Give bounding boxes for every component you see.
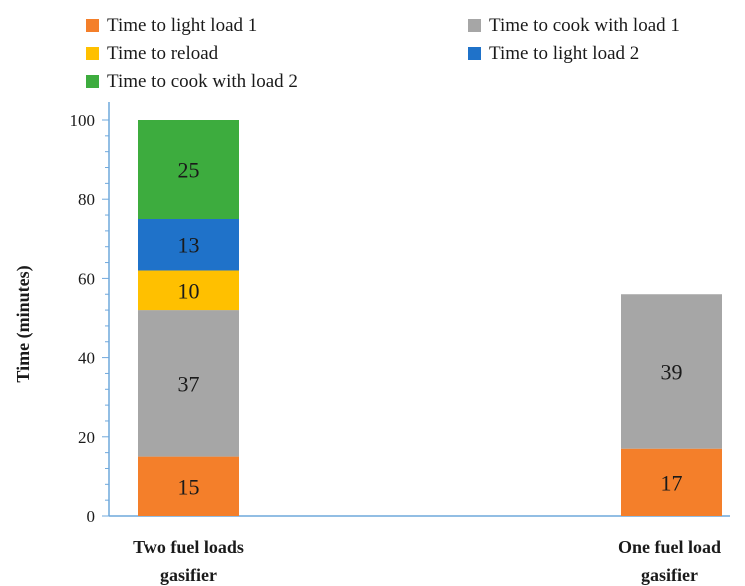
legend-label: Time to light load 1 xyxy=(107,15,257,36)
legend-item: Time to cook with load 1 xyxy=(468,15,680,36)
legend-item: Time to cook with load 2 xyxy=(86,71,298,92)
legend-swatch xyxy=(468,47,481,60)
bar-segment xyxy=(621,448,722,516)
x-axis-categories: Two fuel loads gasifier One fuel load gasif… xyxy=(133,537,721,585)
legend-label: Time to reload xyxy=(107,43,219,64)
legend: Time to light load 1 Time to cook with lo… xyxy=(86,15,680,92)
legend-item: Time to light load 1 xyxy=(86,15,257,36)
legend-label: Time to light load 2 xyxy=(489,43,639,64)
y-tick-label: 80 xyxy=(78,190,95,209)
legend-label: Time to cook with load 2 xyxy=(107,71,298,92)
legend-swatch xyxy=(86,19,99,32)
legend-item: Time to reload xyxy=(86,43,219,64)
legend-swatch xyxy=(468,19,481,32)
data-label: 37 xyxy=(178,371,200,396)
bar-segment xyxy=(138,310,239,457)
bars xyxy=(138,120,722,516)
data-labels: 15 37 10 13 25 17 39 xyxy=(178,158,683,500)
x-category-label: Two fuel loads gasifier xyxy=(133,537,244,585)
data-label: 25 xyxy=(178,158,200,183)
data-label: 17 xyxy=(661,470,683,495)
y-tick-label: 40 xyxy=(78,349,95,368)
data-label: 15 xyxy=(178,474,200,499)
x-category-label-line: gasifier xyxy=(160,565,217,585)
x-category-label-line: One fuel load xyxy=(618,537,721,557)
bar-segment xyxy=(138,120,239,219)
data-label: 13 xyxy=(178,233,200,258)
x-category-label-line: gasifier xyxy=(641,565,698,585)
legend-label: Time to cook with load 1 xyxy=(489,15,680,36)
bar-segment xyxy=(138,456,239,516)
bar-segment xyxy=(138,219,239,271)
x-category-label: One fuel load gasifier xyxy=(618,537,721,585)
y-axis-title: Time (minutes) xyxy=(13,265,34,382)
bar-segment xyxy=(621,294,722,449)
data-label: 39 xyxy=(661,359,683,384)
legend-item: Time to light load 2 xyxy=(468,43,639,64)
y-tick-label: 60 xyxy=(78,269,95,288)
y-tick-label: 20 xyxy=(78,428,95,447)
legend-swatch xyxy=(86,47,99,60)
y-tick-label: 0 xyxy=(87,507,96,526)
y-tick-label: 100 xyxy=(70,111,96,130)
legend-swatch xyxy=(86,75,99,88)
data-label: 10 xyxy=(178,278,200,303)
x-category-label-line: Two fuel loads xyxy=(133,537,244,557)
bar-segment xyxy=(138,270,239,311)
